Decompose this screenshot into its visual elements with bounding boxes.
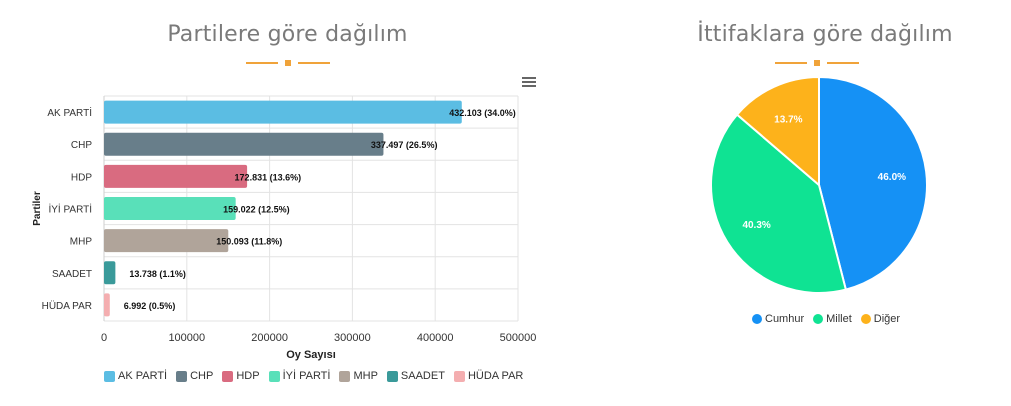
- legend-label: İYİ PARTİ: [282, 370, 331, 382]
- title-divider-left: [246, 60, 330, 66]
- legend-item[interactable]: Cumhur: [752, 313, 804, 325]
- x-tick-label: 400000: [417, 332, 454, 344]
- bar: [104, 132, 384, 156]
- pie-data-label: 46.0%: [878, 172, 906, 183]
- legend-item[interactable]: SAADET: [386, 370, 445, 382]
- legend-item[interactable]: HDP: [222, 370, 260, 382]
- legend-label: Diğer: [873, 313, 901, 325]
- legend-swatch: [176, 370, 188, 382]
- legend-swatch: [752, 314, 762, 324]
- x-tick-label: 500000: [500, 332, 537, 344]
- bar-data-label: 432.103 (34.0%): [449, 108, 516, 118]
- x-tick-label: 200000: [251, 332, 288, 344]
- bar-data-label: 13.738 (1.1%): [129, 269, 186, 279]
- y-tick-label: HDP: [71, 172, 92, 183]
- bar-data-label: 172.831 (13.6%): [235, 172, 302, 182]
- legend-swatch: [860, 314, 871, 324]
- bar: [104, 229, 229, 253]
- hamburger-menu-icon[interactable]: [522, 77, 536, 88]
- y-tick-label: SAADET: [52, 269, 92, 280]
- legend-swatch: [104, 370, 115, 382]
- y-tick-label: MHP: [70, 237, 93, 248]
- legend-label: AK PARTİ: [118, 370, 168, 382]
- x-tick-label: 0: [101, 332, 107, 344]
- legend-label: HDP: [236, 370, 260, 382]
- bar-data-label: 6.992 (0.5%): [124, 301, 176, 311]
- y-tick-label: İYİ PARTİ: [48, 203, 92, 216]
- pie-chart-title: İttifaklara göre dağılım: [697, 22, 953, 47]
- title-divider-right: [775, 60, 859, 66]
- y-axis-title: Partiler: [32, 191, 43, 226]
- legend-label: MHP: [353, 370, 378, 382]
- pie-slice: [710, 113, 848, 294]
- legend-swatch: [453, 370, 465, 382]
- legend-label: HÜDA PAR: [467, 370, 524, 382]
- pie-slice: [818, 75, 928, 291]
- bar-data-label: 159.022 (12.5%): [223, 205, 290, 215]
- bar: [104, 100, 462, 124]
- bar-chart: 0 100000 200000 300000 400000 500000 AK PARTİ 4…: [32, 95, 537, 361]
- legend-label: Millet: [826, 313, 852, 325]
- legend-swatch: [268, 370, 280, 382]
- bar-data-label: 337.497 (26.5%): [371, 140, 438, 150]
- x-tick-label: 300000: [334, 332, 371, 344]
- bar-chart-legend: AK PARTİ CHP HDP İYİ PARTİ MHP SAADET HÜDA PAR: [104, 370, 532, 382]
- legend-item[interactable]: MHP: [339, 370, 378, 382]
- pie-data-label: 13.7%: [774, 114, 802, 125]
- legend-swatch: [386, 370, 398, 382]
- legend-label: CHP: [190, 370, 214, 382]
- y-tick-label: AK PARTİ: [47, 106, 92, 119]
- legend-item[interactable]: CHP: [176, 370, 213, 382]
- legend-swatch: [222, 370, 234, 382]
- pie-slice: [735, 75, 820, 188]
- legend-item[interactable]: Diğer: [860, 313, 901, 325]
- legend-item[interactable]: AK PARTİ: [104, 370, 167, 382]
- bar-chart-title: Partilere göre dağılım: [167, 22, 408, 47]
- pie-chart: 46.0% 40.3% 13.7%: [710, 75, 928, 294]
- legend-label: Cumhur: [765, 313, 805, 325]
- bar: [104, 293, 110, 317]
- pie-chart-legend: Cumhur Millet Diğer: [752, 313, 909, 325]
- x-axis-title: Oy Sayısı: [286, 349, 336, 361]
- legend-item[interactable]: Millet: [813, 313, 852, 325]
- y-tick-label: HÜDA PAR: [42, 300, 92, 312]
- x-tick-label: 100000: [168, 332, 205, 344]
- bar-data-label: 150.093 (11.8%): [216, 237, 282, 247]
- legend-label: SAADET: [400, 370, 445, 382]
- legend-swatch: [339, 370, 351, 382]
- bar: [104, 261, 116, 285]
- bar: [104, 197, 236, 220]
- legend-item[interactable]: HÜDA PAR: [453, 370, 524, 382]
- pie-data-label: 40.3%: [742, 220, 770, 231]
- legend-item[interactable]: İYİ PARTİ: [268, 370, 331, 382]
- legend-swatch: [813, 314, 824, 324]
- bar: [104, 164, 248, 188]
- y-tick-label: CHP: [71, 140, 92, 151]
